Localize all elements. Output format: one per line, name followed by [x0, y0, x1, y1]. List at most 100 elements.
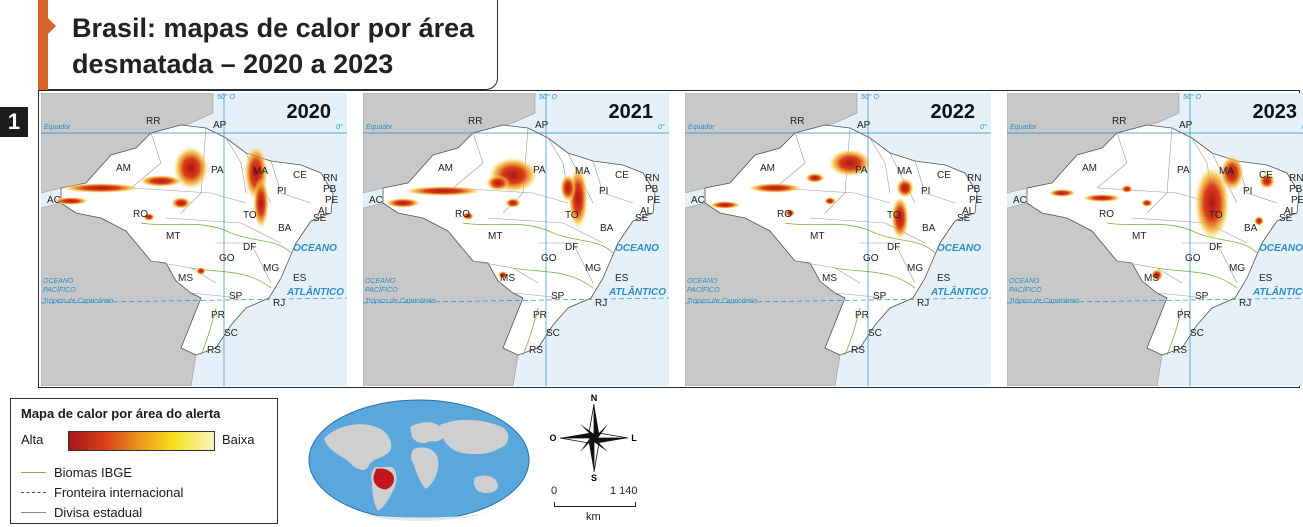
state-label-pa: PA [533, 165, 546, 176]
state-border [592, 160, 634, 204]
year-label: 2021 [608, 101, 654, 123]
state-border [130, 187, 247, 204]
title-box [38, 0, 498, 90]
state-label-se: SE [1279, 213, 1293, 224]
state-label-pa: PA [1177, 165, 1190, 176]
heat-spot [1048, 189, 1076, 197]
state-label-mg: MG [263, 263, 280, 274]
heat-spot [1254, 216, 1264, 226]
state-border [270, 160, 312, 204]
state-label-ap: AP [535, 120, 549, 131]
state-label-to: TO [565, 210, 579, 221]
state-label-to: TO [243, 210, 257, 221]
state-label-sc: SC [868, 328, 882, 339]
state-label-ro: RO [455, 209, 470, 220]
heat-spot [1259, 173, 1275, 189]
heat-spot [805, 173, 825, 183]
brazil-territory [382, 124, 656, 356]
legend-biomes-label: Biomas IBGE [54, 465, 133, 480]
state-label-mt: MT [1132, 231, 1147, 242]
state-label-mg: MG [585, 263, 602, 274]
state-label-sp: SP [1195, 291, 1209, 302]
heat-color-ramp [68, 431, 215, 451]
state-label-es: ES [293, 273, 307, 284]
state-border [834, 292, 886, 299]
state-label-es: ES [937, 273, 951, 284]
ocean-pacific-line2: PACÍFICO [43, 287, 76, 294]
heat-spot [61, 183, 141, 193]
state-label-pi: PI [599, 186, 609, 197]
tropic-line [685, 297, 991, 304]
map-panel-2022: 2022 Equador 0° 50° O Trópico de Capricórni… [685, 93, 991, 386]
state-label-ro: RO [1099, 209, 1114, 220]
heat-spot [1194, 165, 1230, 241]
state-label-rs: RS [207, 345, 221, 356]
tropic-label: Trópico de Capricórnio [687, 298, 758, 305]
equator-degree-label: 0° [980, 124, 987, 131]
state-label-am: AM [438, 163, 453, 174]
ocean-atlantic-line2: ATLÂNTICO [1253, 287, 1303, 298]
state-label-am: AM [760, 163, 775, 174]
state-border [1156, 292, 1208, 299]
state-label-se: SE [313, 213, 327, 224]
state-label-es: ES [615, 273, 629, 284]
legend-low-label: Baixa [222, 432, 255, 447]
state-label-ma: MA [897, 166, 912, 177]
heat-spot [1082, 194, 1122, 202]
state-label-al: AL [640, 206, 653, 217]
compass-rose: N S L O [549, 393, 637, 482]
biome-boundary [200, 307, 217, 356]
state-line-swatch [21, 512, 46, 513]
border-line-swatch [21, 492, 46, 493]
state-label-am: AM [116, 163, 131, 174]
state-label-ms: MS [178, 273, 193, 284]
state-label-ro: RO [777, 209, 792, 220]
state-border [1182, 242, 1238, 284]
heat-spot [403, 186, 483, 196]
state-label-to: TO [1209, 210, 1223, 221]
heat-spot [196, 267, 206, 275]
state-border [1146, 127, 1173, 214]
state-label-ce: CE [615, 170, 629, 181]
ocean-atlantic-line1: OCEANO [615, 243, 659, 254]
state-label-rj: RJ [917, 298, 930, 309]
heat-spot [505, 198, 521, 208]
scale-bar: 0 1 140 km [548, 485, 658, 525]
ocean-pacific-line1: OCEANO [1009, 278, 1040, 285]
state-label-ms: MS [500, 273, 515, 284]
meridian-label: 50° O [861, 94, 879, 101]
compass-north: N [591, 393, 598, 403]
state-label-pb: PB [323, 184, 337, 195]
state-label-pe: PE [647, 195, 661, 206]
state-label-ap: AP [213, 120, 227, 131]
scale-max: 1 140 [610, 485, 638, 497]
equator-label: Equador [688, 124, 715, 131]
state-label-se: SE [635, 213, 649, 224]
state-label-pe: PE [325, 195, 339, 206]
state-label-ap: AP [1179, 120, 1193, 131]
biome-boundary [1106, 222, 1258, 254]
map-svg [363, 93, 669, 386]
legend-border: Fronteira internacional [21, 485, 183, 500]
year-label: 2020 [286, 101, 332, 123]
title-accent-bar [38, 0, 48, 90]
state-label-ro: RO [133, 209, 148, 220]
tropic-label: Trópico de Capricórnio [43, 298, 114, 305]
state-label-df: DF [243, 242, 257, 253]
state-label-ba: BA [922, 223, 936, 234]
state-label-al: AL [318, 206, 331, 217]
title-notch [48, 18, 56, 34]
state-border [190, 292, 242, 299]
state-label-rs: RS [529, 345, 543, 356]
state-label-rr: RR [146, 116, 161, 127]
ocean-pacific-line2: PACÍFICO [687, 287, 720, 294]
state-label-pb: PB [645, 184, 659, 195]
state-label-ms: MS [822, 273, 837, 284]
legend-border-label: Fronteira internacional [54, 485, 184, 500]
biome-boundary [844, 307, 861, 356]
tropic-label: Trópico de Capricórnio [1009, 298, 1080, 305]
biome-boundary [1156, 267, 1238, 289]
map-svg [1007, 93, 1303, 386]
state-label-sc: SC [1190, 328, 1204, 339]
